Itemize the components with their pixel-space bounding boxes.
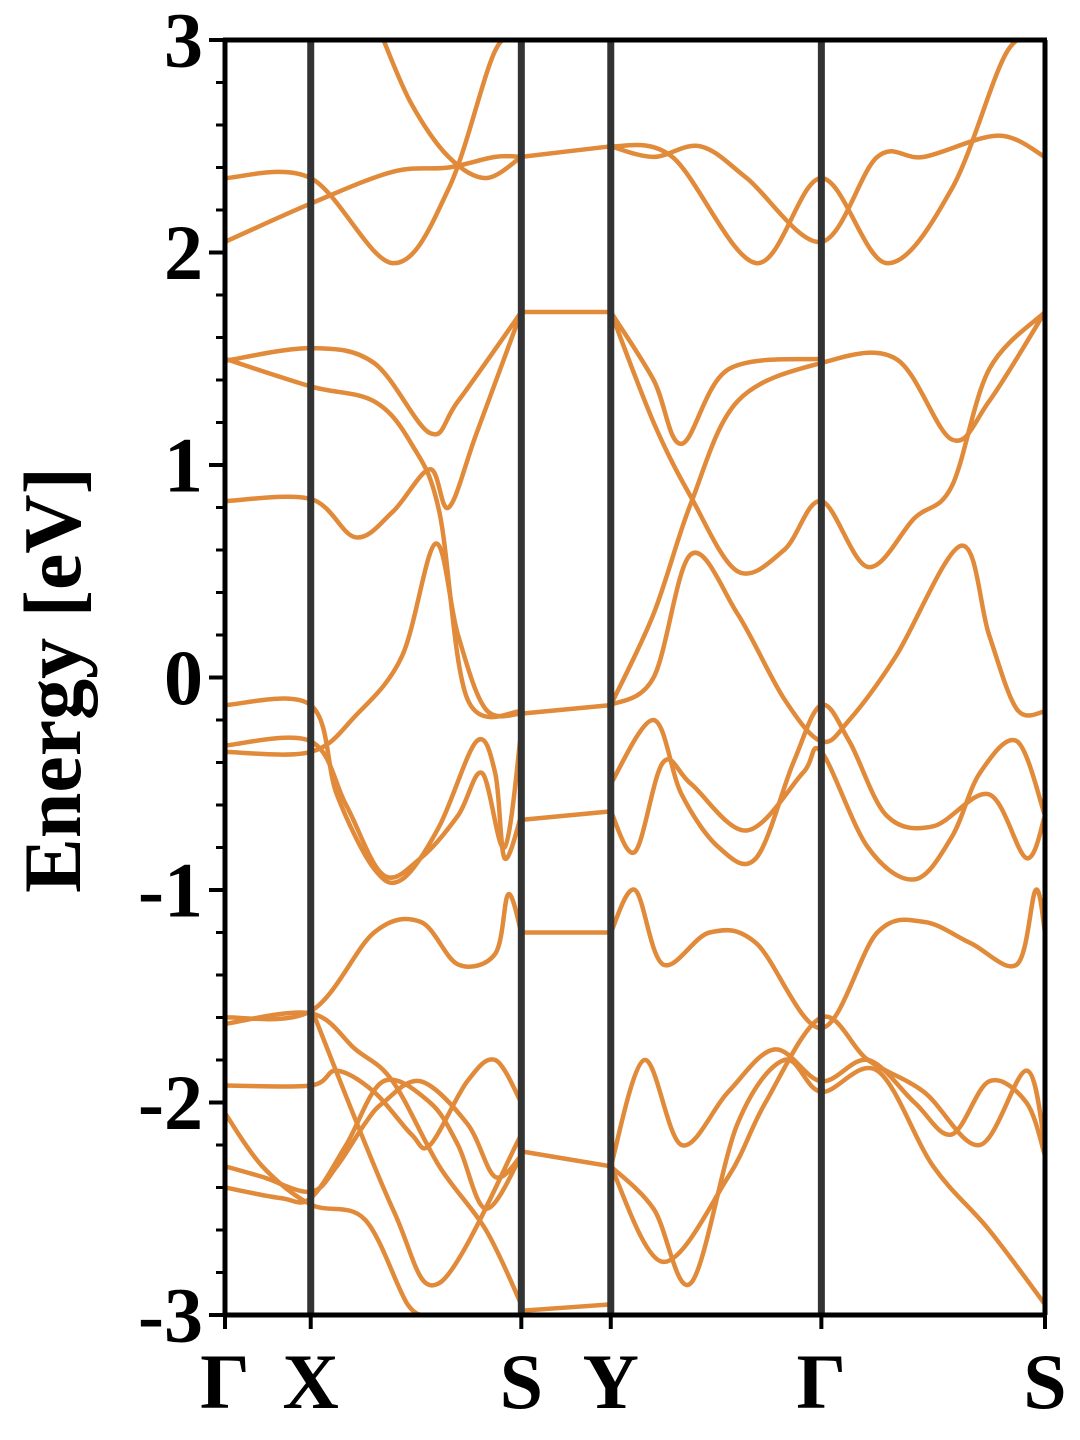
y-tick-label: -2 xyxy=(138,1059,203,1146)
band-line-31 xyxy=(608,40,1045,266)
band-line-0 xyxy=(225,1110,433,1315)
y-tick-label: 0 xyxy=(164,634,203,721)
band-line-30 xyxy=(608,133,1045,245)
band-line-2 xyxy=(225,1057,524,1151)
band-line-12 xyxy=(225,356,524,720)
x-tick-label-0: Γ xyxy=(200,1338,250,1425)
band-line-17 xyxy=(519,702,614,716)
band-line-29 xyxy=(608,887,1045,1031)
x-tick-label-1: X xyxy=(283,1338,339,1425)
band-line-9 xyxy=(225,541,524,757)
x-tick-label-2: S xyxy=(500,1338,543,1425)
band-line-10 xyxy=(225,309,524,540)
band-line-7 xyxy=(225,696,524,886)
band-line-22 xyxy=(519,1302,614,1314)
band-line-5 xyxy=(225,892,524,1022)
kpoint-lines-layer xyxy=(307,40,825,1315)
band-line-23 xyxy=(608,309,824,447)
y-tick-label: 1 xyxy=(164,422,203,509)
y-axis-label: Energy [eV] xyxy=(7,467,98,893)
band-line-1 xyxy=(225,1078,524,1195)
band-line-20 xyxy=(519,1149,614,1169)
band-line-3 xyxy=(225,1077,524,1212)
band-line-26 xyxy=(608,543,1045,745)
band-line-32 xyxy=(608,1047,1045,1169)
band-line-21 xyxy=(519,144,614,160)
band-line-28 xyxy=(608,702,1045,867)
x-tick-label-3: Y xyxy=(583,1338,639,1425)
band-line-25 xyxy=(608,309,1045,708)
bands-layer xyxy=(225,40,1045,1315)
y-tick-layer: -3 -2 -1 0 1 2 3 xyxy=(138,0,225,1359)
y-tick-label: 3 xyxy=(164,0,203,84)
band-line-6 xyxy=(308,1004,524,1288)
band-line-11 xyxy=(225,309,524,437)
x-tick-label-4: Γ xyxy=(797,1338,847,1425)
band-line-14 xyxy=(225,40,524,266)
y-tick-label: -3 xyxy=(138,1272,203,1359)
y-tick-label: 2 xyxy=(164,209,203,296)
band-line-8 xyxy=(225,728,524,880)
band-line-27 xyxy=(608,737,1045,882)
band-line-33 xyxy=(608,1014,1045,1265)
band-line-18 xyxy=(519,809,614,823)
band-line-34 xyxy=(608,1057,1045,1307)
y-tick-label: -1 xyxy=(138,847,203,934)
band-line-13 xyxy=(225,153,524,245)
x-tick-label-5: S xyxy=(1023,1338,1066,1425)
band-line-15 xyxy=(381,40,524,181)
